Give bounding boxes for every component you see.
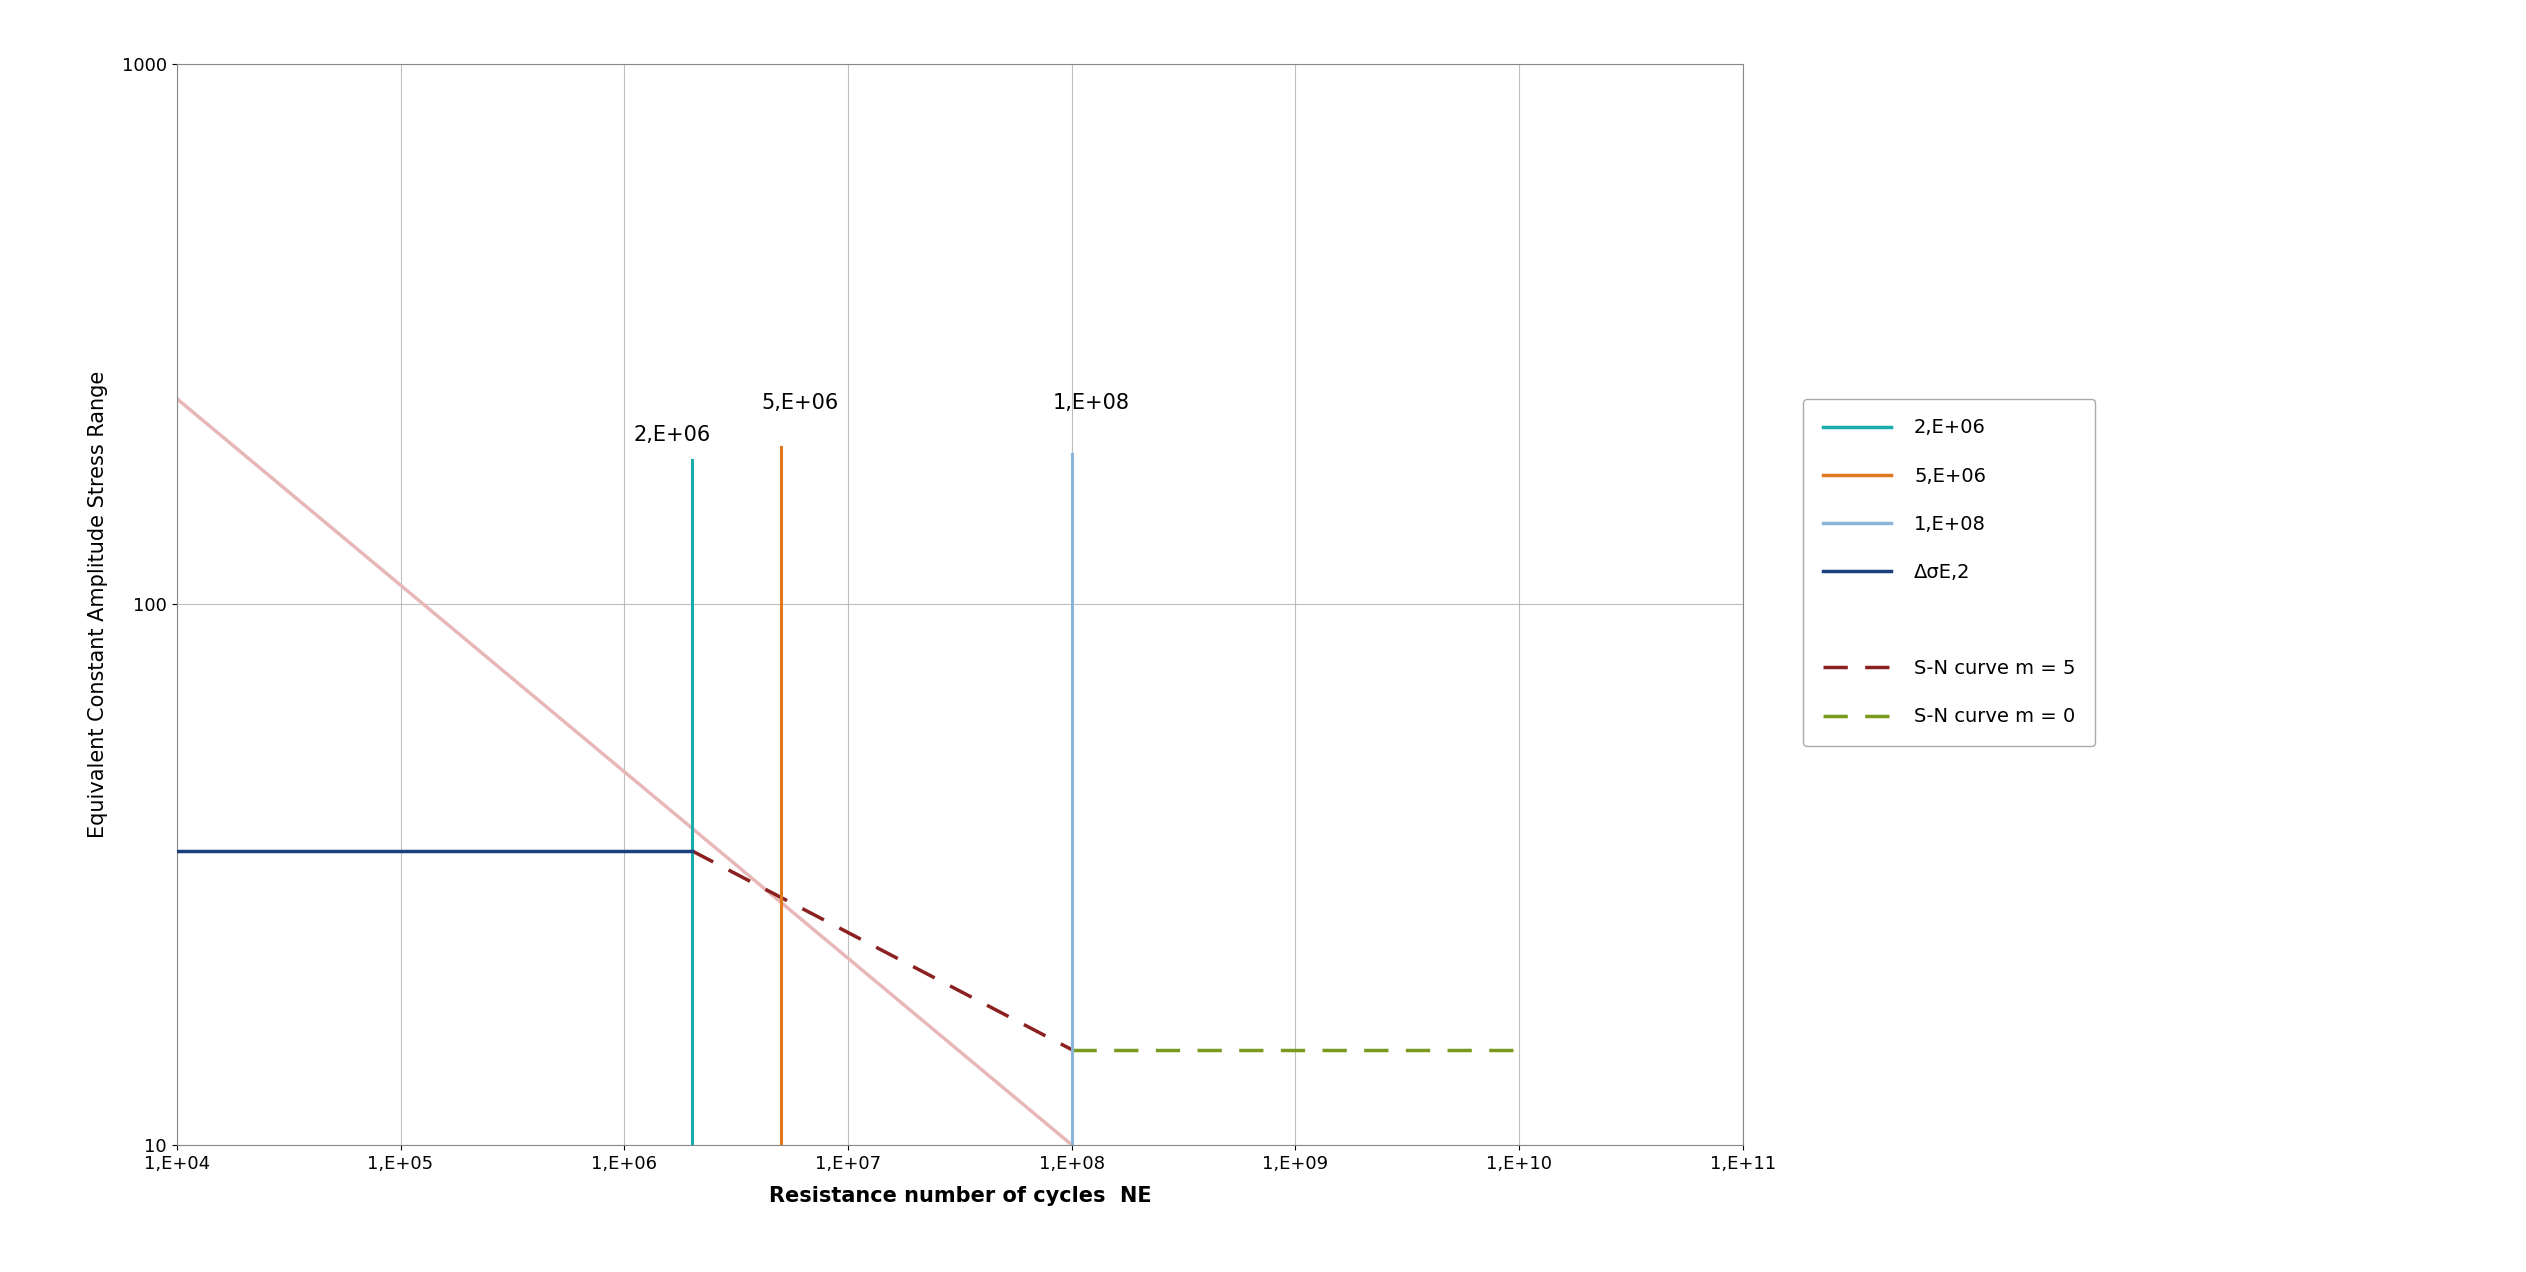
Legend: 2,E+06, 5,E+06, 1,E+08, ΔσE,2, , S-N curve m = 5, S-N curve m = 0: 2,E+06, 5,E+06, 1,E+08, ΔσE,2, , S-N cur… xyxy=(1804,399,2094,745)
X-axis label: Resistance number of cycles  NE: Resistance number of cycles NE xyxy=(768,1187,1152,1206)
Text: 2,E+06: 2,E+06 xyxy=(634,425,710,445)
Text: 1,E+08: 1,E+08 xyxy=(1053,393,1129,412)
Text: 5,E+06: 5,E+06 xyxy=(760,393,839,412)
Y-axis label: Equivalent Constant Amplitude Stress Range: Equivalent Constant Amplitude Stress Ran… xyxy=(88,370,109,838)
